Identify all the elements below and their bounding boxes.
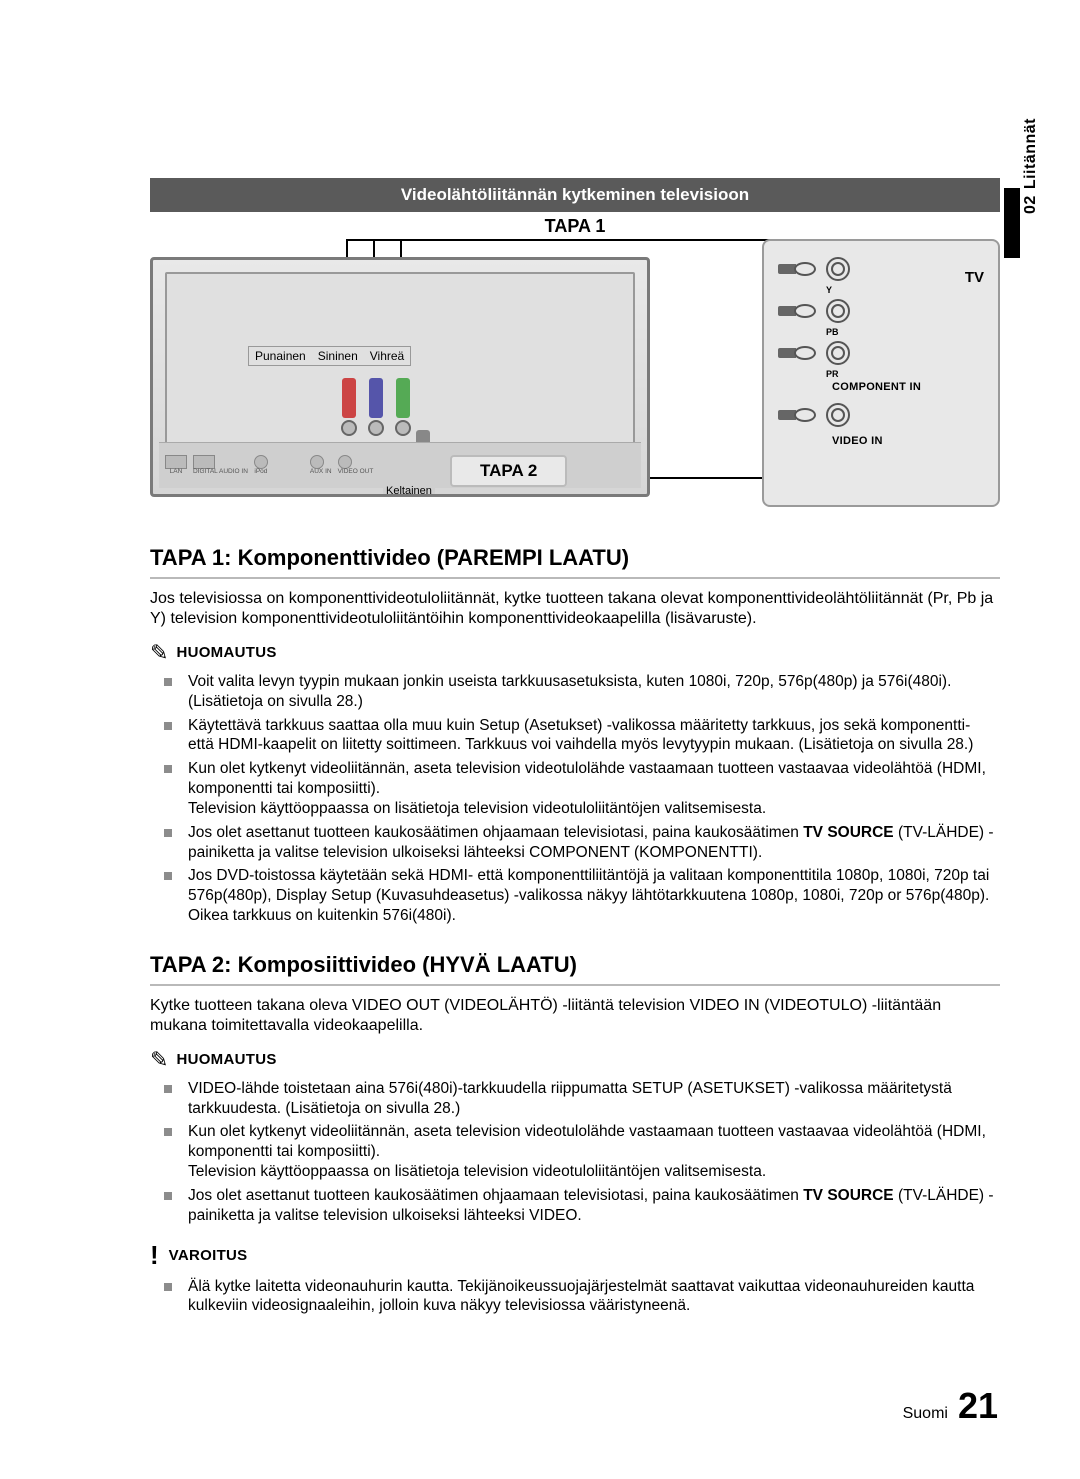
plug-color-labels: Punainen Sininen Vihreä: [248, 346, 411, 366]
list-item: Voit valita levyn tyypin mukaan jonkin u…: [184, 672, 1000, 712]
tv-input-panel: TV Y PB PR COMPONENT IN VIDEO IN: [762, 239, 1000, 507]
section2-bullets: VIDEO-lähde toistetaan aina 576i(480i)-t…: [150, 1079, 1000, 1226]
label-green: Vihreä: [368, 349, 406, 363]
plug-green: [392, 378, 413, 436]
note-heading: ✎ HUOMAUTUS: [150, 1047, 1000, 1073]
tv-label: TV: [965, 269, 984, 286]
section-ribbon: Videolähtöliitännän kytkeminen televisio…: [150, 178, 1000, 212]
jack-pr: [778, 341, 984, 365]
list-item: Kun olet kytkenyt videoliitännän, aseta …: [184, 759, 1000, 818]
note-icon: ✎: [150, 640, 168, 666]
plug-blue: [365, 378, 386, 436]
warning-heading: ! VAROITUS: [150, 1240, 1000, 1271]
label-blue: Sininen: [316, 349, 360, 363]
port-label: VIDEO OUT: [338, 469, 374, 476]
port-label: iPod: [254, 469, 268, 476]
page-footer: Suomi 21: [903, 1385, 998, 1427]
side-tab: 02 Liitännät: [1022, 118, 1040, 214]
list-item: Jos olet asettanut tuotteen kaukosäätime…: [184, 1186, 1000, 1226]
list-item: Kun olet kytkenyt videoliitännän, aseta …: [184, 1122, 1000, 1181]
component-plugs: [338, 378, 413, 436]
warning-title: VAROITUS: [169, 1247, 248, 1264]
divider: [150, 577, 1000, 579]
video-in-label: VIDEO IN: [832, 435, 984, 447]
list-item: Jos olet asettanut tuotteen kaukosäätime…: [184, 823, 1000, 863]
list-item: Älä kytke laitetta videonauhurin kautta.…: [184, 1277, 1000, 1317]
note-heading: ✎ HUOMAUTUS: [150, 640, 1000, 666]
section1-title: TAPA 1: Komponenttivideo (PAREMPI LAATU): [150, 545, 1000, 571]
jack-y: [778, 257, 984, 281]
plug-red: [338, 378, 359, 436]
component-in-label: COMPONENT IN: [832, 381, 984, 393]
port-label: LAN: [165, 469, 187, 476]
device-rear-panel: Punainen Sininen Vihreä LAN DIGITAL AUDI…: [150, 257, 650, 497]
warning-icon: !: [150, 1240, 159, 1271]
note-icon: ✎: [150, 1047, 168, 1073]
label-red: Punainen: [253, 349, 308, 363]
section1-paragraph: Jos televisiossa on komponenttivideotulo…: [150, 589, 1000, 630]
tapa2-badge: TAPA 2: [450, 455, 567, 487]
section2-paragraph: Kytke tuotteen takana oleva VIDEO OUT (V…: [150, 996, 1000, 1037]
port-strip: LAN DIGITAL AUDIO IN iPod AUX IN VIDEO O…: [159, 442, 641, 488]
warning-bullets: Älä kytke laitetta videonauhurin kautta.…: [150, 1277, 1000, 1317]
tapa1-label: TAPA 1: [150, 216, 1000, 237]
jack-sub-pr: PR: [826, 369, 984, 379]
side-tab-label: Liitännät: [1022, 118, 1040, 189]
divider: [150, 984, 1000, 986]
list-item: Jos DVD-toistossa käytetään sekä HDMI- e…: [184, 866, 1000, 925]
label-yellow: Keltainen: [383, 484, 435, 497]
footer-page-number: 21: [958, 1385, 998, 1427]
jack-sub-y: Y: [826, 285, 984, 295]
port-label: AUX IN: [310, 469, 332, 476]
section1-bullets: Voit valita levyn tyypin mukaan jonkin u…: [150, 672, 1000, 926]
section2-title: TAPA 2: Komposiittivideo (HYVÄ LAATU): [150, 952, 1000, 978]
side-tab-number: 02: [1022, 195, 1040, 214]
note-title: HUOMAUTUS: [176, 1051, 276, 1068]
footer-lang: Suomi: [903, 1405, 948, 1423]
jack-pb: [778, 299, 984, 323]
port-label: DIGITAL AUDIO IN: [193, 469, 248, 476]
list-item: Käytettävä tarkkuus saattaa olla muu kui…: [184, 716, 1000, 756]
manual-page: 02 Liitännät Videolähtöliitännän kytkemi…: [0, 0, 1080, 1479]
jack-video: [778, 403, 984, 427]
connection-diagram: Punainen Sininen Vihreä LAN DIGITAL AUDI…: [150, 239, 1000, 519]
note-title: HUOMAUTUS: [176, 644, 276, 661]
jack-sub-pb: PB: [826, 327, 984, 337]
side-index-marker: [1004, 188, 1020, 258]
list-item: VIDEO-lähde toistetaan aina 576i(480i)-t…: [184, 1079, 1000, 1119]
